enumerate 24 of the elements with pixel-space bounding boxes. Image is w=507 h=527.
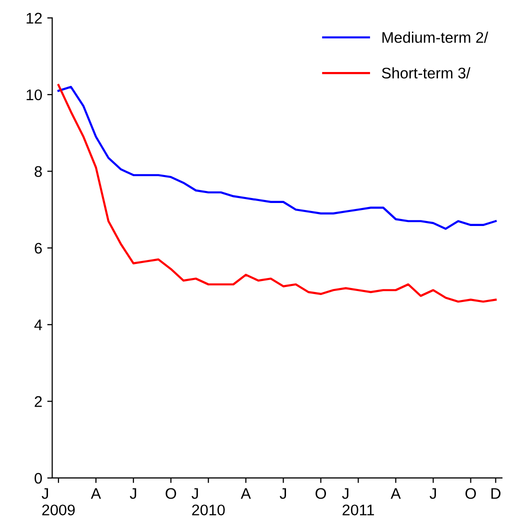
x-tick-label: A [390, 488, 401, 499]
x-tick-label: O [316, 488, 326, 499]
x-tick-label: A [90, 488, 102, 499]
y-tick-label: 2 [34, 396, 42, 407]
legend-label: Short-term 3/ [382, 67, 470, 79]
y-tick-label: 8 [34, 166, 42, 177]
line-series [57, 84, 497, 303]
x-tick-label: O [465, 488, 476, 499]
x-tick-label: D [491, 488, 500, 499]
x-tick-label: J [280, 488, 286, 499]
x-tick-label: O [166, 488, 176, 499]
x-tick-label: J 2009 [42, 488, 75, 516]
y-tick-label: 6 [34, 242, 42, 254]
y-tick-label: 10 [26, 89, 42, 100]
y-tick-label: 12 [26, 12, 42, 24]
line-series [57, 86, 497, 230]
x-tick-label: A [240, 488, 251, 499]
legend-label: Medium-term 2/ [382, 32, 488, 43]
y-tick-label: 0 [34, 472, 42, 484]
x-tick-label: J [130, 488, 136, 499]
x-tick-label: J [430, 488, 436, 499]
x-tick-label: J 2011 [342, 488, 374, 516]
y-tick-label: 4 [34, 320, 42, 330]
x-tick-label: J 2010 [192, 488, 225, 516]
